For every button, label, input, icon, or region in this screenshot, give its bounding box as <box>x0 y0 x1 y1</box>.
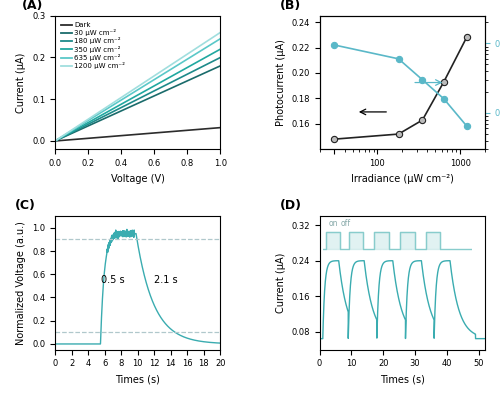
1200 μW cm⁻² <box>192 47 198 52</box>
Y-axis label: Current (μA): Current (μA) <box>276 253 286 313</box>
1200 μW cm⁻² <box>150 74 156 79</box>
30 μW cm⁻² <box>52 139 58 143</box>
Y-axis label: Photocurrent (μA): Photocurrent (μA) <box>276 39 286 126</box>
635 μW cm⁻² <box>52 139 58 143</box>
180 μW cm⁻² <box>218 55 224 60</box>
350 μW cm⁻² <box>192 61 198 66</box>
180 μW cm⁻² <box>150 89 156 94</box>
Line: 180 μW cm⁻²: 180 μW cm⁻² <box>55 57 220 141</box>
350 μW cm⁻² <box>150 84 156 89</box>
X-axis label: Times (s): Times (s) <box>380 374 424 384</box>
X-axis label: Irradiance (μW cm⁻²): Irradiance (μW cm⁻²) <box>351 174 454 184</box>
Y-axis label: Normalized Voltage (a.u.): Normalized Voltage (a.u.) <box>16 221 26 345</box>
180 μW cm⁻² <box>153 88 159 92</box>
30 μW cm⁻² <box>202 70 208 75</box>
180 μW cm⁻² <box>52 139 58 143</box>
30 μW cm⁻² <box>52 138 59 143</box>
Line: 1200 μW cm⁻²: 1200 μW cm⁻² <box>55 33 220 141</box>
Line: 635 μW cm⁻²: 635 μW cm⁻² <box>55 39 220 141</box>
Dark <box>192 127 198 132</box>
635 μW cm⁻² <box>150 78 156 83</box>
Line: 30 μW cm⁻²: 30 μW cm⁻² <box>55 66 220 141</box>
30 μW cm⁻² <box>153 93 159 97</box>
Line: 350 μW cm⁻²: 350 μW cm⁻² <box>55 49 220 141</box>
180 μW cm⁻² <box>202 63 208 68</box>
350 μW cm⁻² <box>153 83 159 87</box>
30 μW cm⁻² <box>218 64 224 68</box>
Text: (B): (B) <box>280 0 301 12</box>
635 μW cm⁻² <box>52 138 59 143</box>
635 μW cm⁻² <box>150 78 156 83</box>
Dark <box>202 127 208 131</box>
X-axis label: Times (s): Times (s) <box>116 374 160 384</box>
Y-axis label: Current (μA): Current (μA) <box>16 52 26 113</box>
180 μW cm⁻² <box>52 138 59 143</box>
1200 μW cm⁻² <box>52 139 58 143</box>
635 μW cm⁻² <box>153 76 159 81</box>
Dark <box>150 131 156 136</box>
Text: (A): (A) <box>22 0 44 12</box>
350 μW cm⁻² <box>218 47 224 51</box>
635 μW cm⁻² <box>192 52 198 57</box>
1200 μW cm⁻² <box>218 30 224 35</box>
30 μW cm⁻² <box>150 94 156 99</box>
180 μW cm⁻² <box>192 68 198 73</box>
30 μW cm⁻² <box>150 94 156 99</box>
635 μW cm⁻² <box>218 36 224 41</box>
Dark <box>52 139 59 143</box>
Dark <box>150 131 156 136</box>
Dark <box>153 130 159 135</box>
350 μW cm⁻² <box>202 55 208 60</box>
Legend: Dark, 30 μW cm⁻², 180 μW cm⁻², 350 μW cm⁻², 635 μW cm⁻², 1200 μW cm⁻²: Dark, 30 μW cm⁻², 180 μW cm⁻², 350 μW cm… <box>58 19 128 72</box>
350 μW cm⁻² <box>150 84 156 89</box>
1200 μW cm⁻² <box>153 72 159 77</box>
30 μW cm⁻² <box>192 75 198 80</box>
1200 μW cm⁻² <box>150 74 156 79</box>
Line: Dark: Dark <box>55 128 220 141</box>
Text: (D): (D) <box>280 200 302 213</box>
Text: (C): (C) <box>16 200 36 213</box>
Text: 0.5 s: 0.5 s <box>102 275 125 285</box>
350 μW cm⁻² <box>52 138 59 143</box>
1200 μW cm⁻² <box>52 138 59 143</box>
180 μW cm⁻² <box>150 89 156 94</box>
635 μW cm⁻² <box>202 46 208 51</box>
X-axis label: Voltage (V): Voltage (V) <box>111 174 164 184</box>
1200 μW cm⁻² <box>202 40 208 45</box>
Text: 2.1 s: 2.1 s <box>154 275 178 285</box>
Dark <box>52 139 58 143</box>
350 μW cm⁻² <box>52 139 58 143</box>
Dark <box>218 125 224 130</box>
